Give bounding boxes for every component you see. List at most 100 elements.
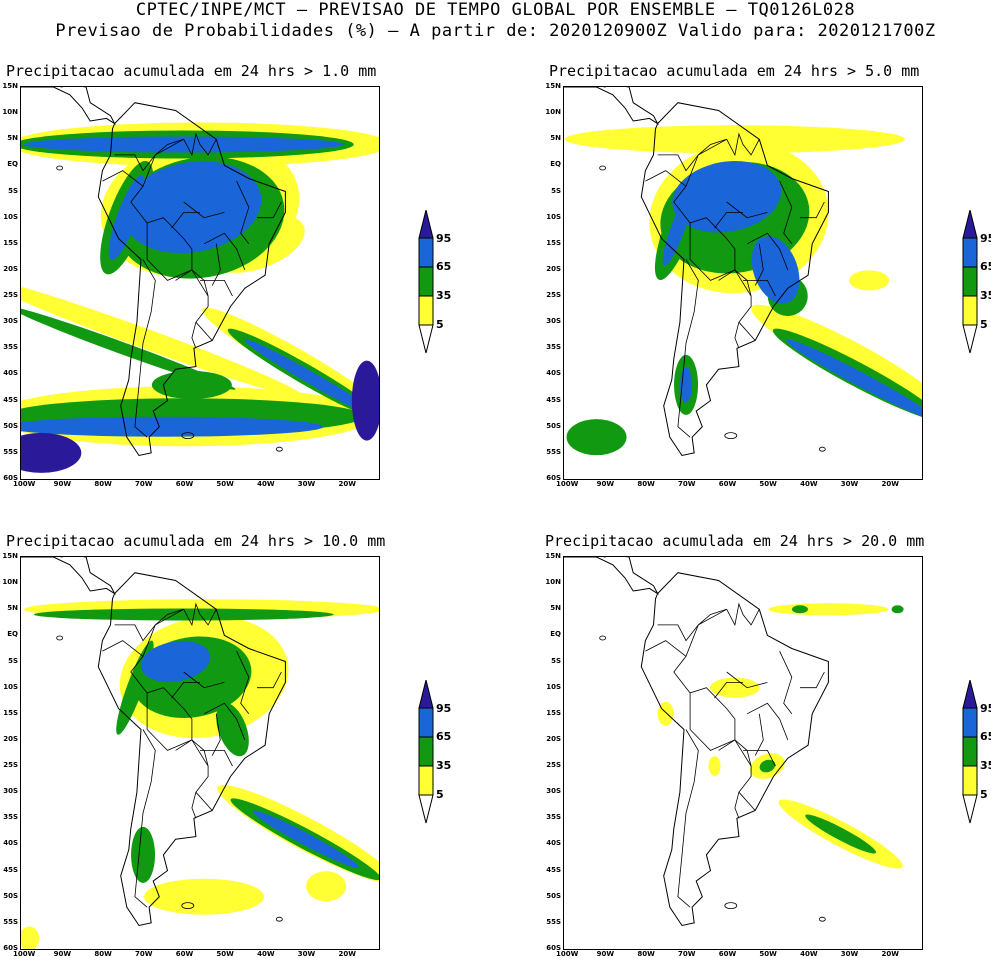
lat-label: 60S — [546, 944, 561, 952]
colorbar-label: 35 — [436, 759, 452, 772]
prob-area-c5-4 — [849, 270, 890, 291]
country-border-0 — [130, 608, 213, 811]
prob-area-c65-1 — [252, 810, 359, 868]
south-america-coastline — [97, 572, 286, 927]
lon-label: 50W — [759, 480, 777, 488]
lon-label: 70W — [678, 950, 696, 958]
country-border-12 — [800, 201, 825, 219]
country-border-8 — [236, 650, 250, 715]
lat-label: 20S — [546, 264, 561, 273]
colorbar-segment — [962, 679, 978, 709]
country-border-10 — [726, 201, 768, 219]
country-border-14 — [754, 713, 764, 756]
country-border-8 — [779, 650, 793, 715]
country-border-4 — [114, 608, 184, 642]
lat-label: 50S — [3, 421, 18, 430]
lat-label: 15N — [545, 82, 561, 90]
panel-2-svg — [564, 87, 922, 457]
colorbar-segment — [962, 794, 978, 824]
country-border-0 — [130, 138, 213, 341]
prob-area-c65-2 — [108, 175, 145, 261]
lat-label: 60S — [546, 474, 561, 482]
lat-label: 50S — [3, 891, 18, 900]
island-1 — [818, 446, 826, 452]
lat-label: 35S — [546, 813, 561, 822]
lon-label: 40W — [257, 950, 275, 958]
lat-label: 40S — [546, 369, 561, 378]
lat-label: 15N — [545, 552, 561, 560]
lon-label: 30W — [840, 480, 859, 488]
colorbar-label: 65 — [436, 730, 452, 743]
island-1 — [818, 916, 826, 922]
country-border-4 — [657, 608, 727, 642]
country-border-2 — [689, 222, 736, 281]
prob-area-c65-0 — [122, 161, 262, 254]
colorbar-label: 65 — [980, 260, 991, 273]
country-border-8 — [236, 180, 250, 245]
prob-area-c35-0 — [791, 605, 808, 614]
country-border-12 — [257, 671, 282, 689]
lat-label: EQ — [550, 630, 561, 639]
prob-area-c65-4 — [21, 416, 324, 437]
colorbar-segment — [962, 266, 978, 297]
colorbar-label: 35 — [980, 759, 991, 772]
prob-area-c5-5 — [708, 756, 721, 777]
country-border-3 — [645, 640, 687, 657]
prob-area-c5-0 — [564, 125, 905, 154]
lat-label: 25S — [3, 761, 18, 770]
country-border-5 — [175, 269, 209, 297]
country-border-8 — [779, 180, 793, 245]
colorbar-label: 65 — [980, 730, 991, 743]
figure-title: CPTEC/INPE/MCT – PREVISAO DE TEMPO GLOBA… — [135, 0, 856, 20]
panel-3-title: Precipitacao acumulada em 24 hrs > 10.0 … — [6, 532, 386, 550]
lat-label: 55S — [546, 447, 561, 456]
lat-label: 5N — [7, 604, 18, 613]
south-america-coastline — [640, 572, 829, 927]
lon-label: 100W — [556, 950, 579, 958]
lon-label: 60W — [175, 950, 194, 958]
colorbar-label: 5 — [980, 788, 988, 801]
country-border-3 — [102, 170, 144, 187]
lat-label: 10S — [546, 212, 561, 221]
panel-1-svg — [21, 87, 379, 473]
colorbar-label: 35 — [980, 289, 991, 302]
country-border-7 — [726, 132, 760, 157]
lon-label: 50W — [216, 480, 234, 488]
country-border-13 — [714, 682, 743, 699]
south-america-coastline — [640, 102, 829, 457]
lat-label: 15S — [546, 238, 561, 247]
lon-label: 80W — [94, 950, 112, 958]
island-2 — [56, 635, 64, 641]
country-border-10 — [726, 671, 768, 689]
prob-area-c95-1 — [351, 360, 379, 441]
lat-label: 45S — [3, 395, 18, 404]
lat-label: 5S — [551, 186, 561, 195]
country-border-9 — [746, 702, 789, 741]
lon-label: 80W — [637, 950, 655, 958]
south-america-coastline — [97, 102, 286, 457]
country-border-1 — [677, 259, 699, 438]
island-0 — [724, 902, 738, 910]
colorbar-3: 95 65 35 5 — [418, 679, 478, 830]
lat-label: 40S — [3, 369, 18, 378]
country-border-9 — [203, 232, 246, 271]
prob-area-c5-4 — [306, 871, 347, 902]
panel-1-map — [20, 86, 380, 480]
colorbar-label: 95 — [980, 702, 991, 715]
panel-4-svg — [564, 557, 904, 927]
colorbar-label: 95 — [980, 232, 991, 245]
lon-label: 20W — [338, 950, 356, 958]
country-border-1 — [134, 259, 156, 438]
prob-area-c35-0 — [33, 608, 334, 621]
prob-area-c35-6 — [151, 370, 232, 399]
country-border-14 — [211, 713, 221, 756]
colorbar-segment — [962, 209, 978, 239]
lat-label: 55S — [3, 917, 18, 926]
lon-label: 100W — [13, 950, 36, 958]
prob-area-c65-3 — [785, 339, 922, 421]
lat-label: 5N — [550, 604, 561, 613]
lon-label: 50W — [759, 950, 777, 958]
lon-label: 90W — [53, 950, 72, 958]
lat-label: 20S — [3, 734, 18, 743]
lat-label: 35S — [546, 343, 561, 352]
